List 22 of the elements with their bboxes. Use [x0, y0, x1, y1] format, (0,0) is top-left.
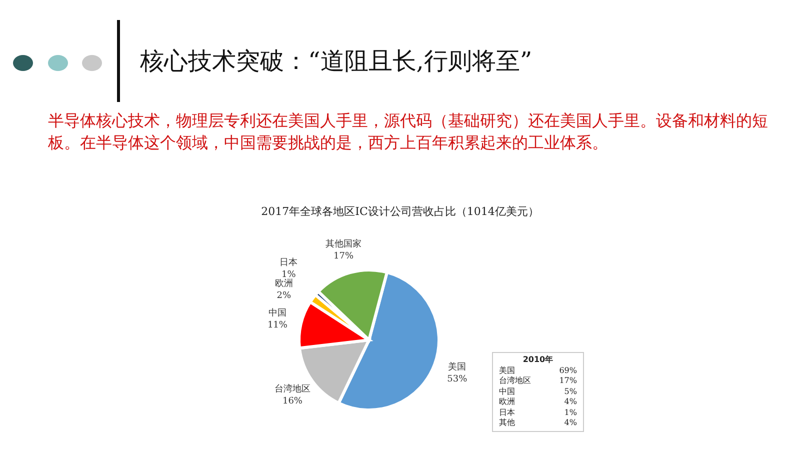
- text: 美国 69%: [499, 366, 577, 374]
- data-label: 53%: [447, 374, 468, 385]
- text: 2017年全球各地区IC设计公司营收占比（1014亿美元）: [260, 204, 540, 219]
- data-label: 2%: [276, 290, 292, 301]
- data-label: 17%: [334, 252, 354, 262]
- text: 中国 5%: [499, 386, 577, 396]
- data-label: 1%: [281, 270, 296, 280]
- slice-label: 日本: [280, 256, 298, 268]
- slice-label: 美国: [448, 362, 466, 373]
- chart-title: 核心技术突破：“道阻且长,行则将至”: [140, 46, 532, 77]
- slice-label: 台湾地区: [274, 384, 310, 395]
- chart-subtitle: 半导体核心技术，物理层专利还在美国人手里，源代码（基础研究）还在美国人手里。设备和材料的短板。在半导体这个领域，中国需要挑战的是，西方上百年积累起来的工业体系。: [48, 110, 768, 154]
- text: 2010年: [522, 355, 554, 366]
- text: 欧洲 4%: [499, 397, 577, 406]
- text: 其他 4%: [499, 418, 577, 427]
- slice-label: 中国: [268, 308, 286, 319]
- text: 日本 1%: [499, 408, 577, 416]
- slice-label: 其他国家: [326, 238, 362, 250]
- data-label: 11%: [267, 320, 288, 331]
- slice-label: 欧洲: [274, 278, 293, 289]
- data-label: 16%: [282, 396, 303, 407]
- text: 台湾地区 17%: [499, 376, 577, 385]
